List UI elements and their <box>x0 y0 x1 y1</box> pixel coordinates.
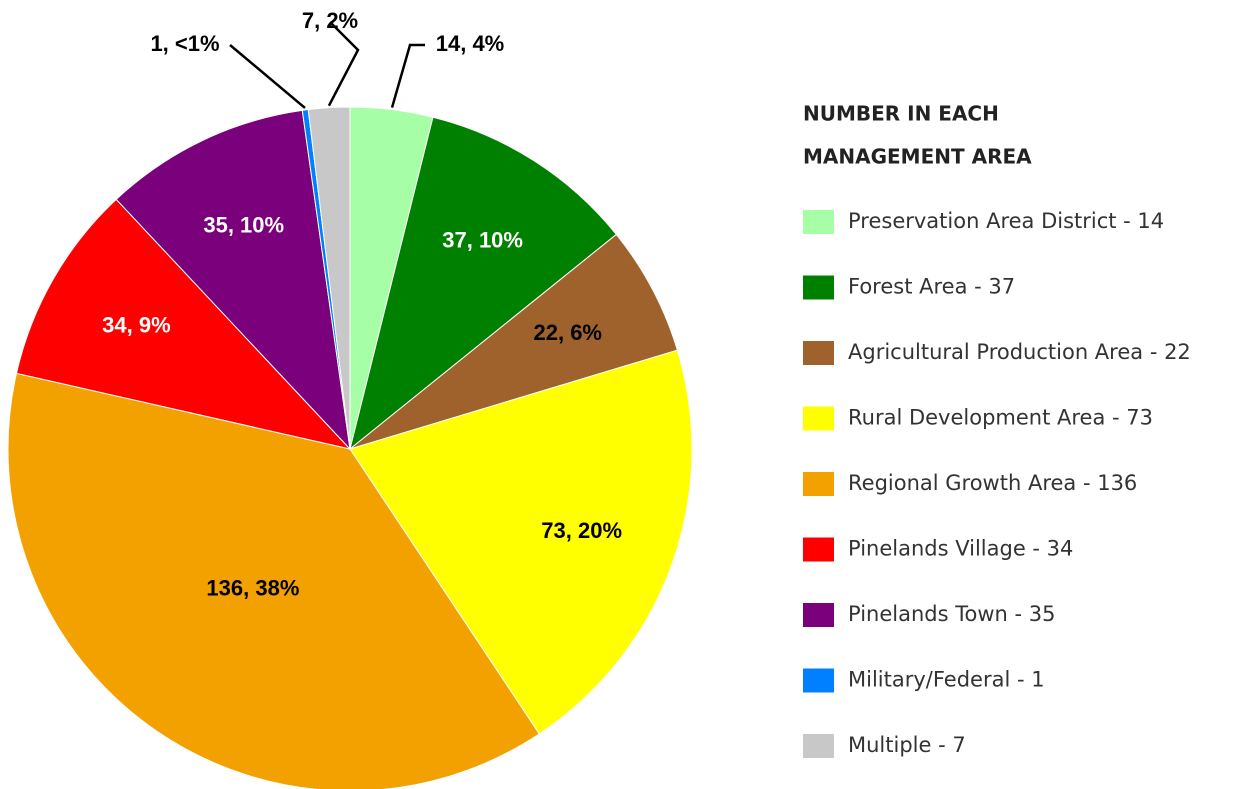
pie-slice <box>115 109 351 451</box>
legend-label: Agricultural Production Area - 22 <box>848 340 1191 364</box>
legend-label: Pinelands Town - 35 <box>848 602 1055 626</box>
legend-swatch <box>803 668 834 693</box>
pie-slice <box>7 372 540 789</box>
value-label: 22, 6% <box>534 320 603 345</box>
pie-slice <box>307 106 351 450</box>
value-label: 1, <1% <box>150 31 219 56</box>
legend-title: NUMBER IN EACH <box>803 102 999 126</box>
legend-swatch <box>803 603 834 627</box>
legend-label: Pinelands Village - 34 <box>848 537 1073 561</box>
leader-line <box>327 21 360 107</box>
legend-swatch <box>803 734 834 758</box>
pie-slice <box>349 349 693 735</box>
legend-label: Multiple - 7 <box>848 733 966 757</box>
legend-title: MANAGEMENT AREA <box>803 145 1032 169</box>
pie-slice <box>349 116 618 451</box>
legend-swatch <box>803 537 834 562</box>
value-label: 35, 10% <box>203 213 284 238</box>
legend-swatch <box>803 275 834 300</box>
value-label: 7, 2% <box>302 8 358 33</box>
legend-label: Regional Growth Area - 136 <box>848 471 1137 495</box>
pie-slice <box>15 198 352 450</box>
legend-swatch <box>803 406 834 431</box>
leader-line <box>390 43 425 108</box>
value-label: 37, 10% <box>442 227 523 252</box>
legend-label: Military/Federal - 1 <box>848 668 1045 692</box>
legend-swatch <box>803 341 834 365</box>
legend-label: Rural Development Area - 73 <box>848 406 1153 430</box>
legend-label: Forest Area - 37 <box>848 275 1015 299</box>
legend-swatch <box>803 472 834 496</box>
pie-slice <box>349 233 679 450</box>
value-label: 136, 38% <box>206 576 299 601</box>
value-label: 73, 20% <box>541 518 622 543</box>
value-label: 34, 9% <box>102 312 171 337</box>
value-label: 14, 4% <box>436 31 505 56</box>
leader-line <box>229 44 306 109</box>
legend-swatch <box>803 210 834 234</box>
legend-label: Preservation Area District - 14 <box>848 209 1164 233</box>
